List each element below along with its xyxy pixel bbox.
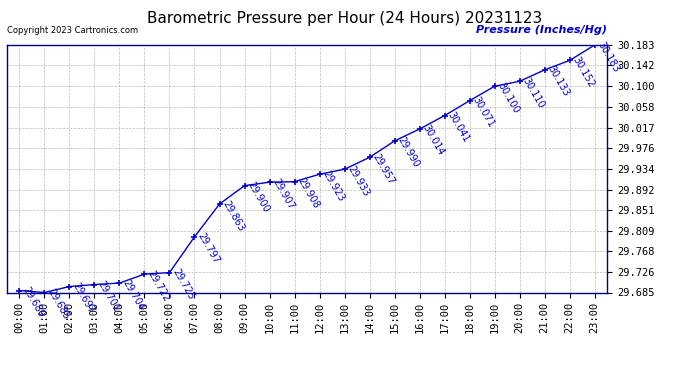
- Text: 29.685: 29.685: [46, 287, 71, 321]
- Text: 29.990: 29.990: [396, 135, 422, 170]
- Text: 29.797: 29.797: [196, 231, 221, 266]
- Text: 30.100: 30.100: [496, 81, 522, 115]
- Text: Pressure (Inches/Hg): Pressure (Inches/Hg): [476, 25, 607, 35]
- Text: 29.722: 29.722: [146, 268, 171, 303]
- Text: 29.697: 29.697: [70, 281, 97, 315]
- Text: 29.704: 29.704: [121, 278, 146, 312]
- Text: 29.957: 29.957: [371, 152, 397, 186]
- Text: 29.908: 29.908: [296, 176, 322, 210]
- Text: 30.110: 30.110: [521, 76, 546, 110]
- Text: 29.933: 29.933: [346, 164, 371, 198]
- Text: 29.923: 29.923: [321, 169, 346, 203]
- Text: 29.689: 29.689: [21, 285, 46, 319]
- Text: 29.725: 29.725: [170, 267, 197, 302]
- Text: 30.152: 30.152: [571, 55, 597, 89]
- Text: 29.701: 29.701: [96, 279, 121, 314]
- Text: Barometric Pressure per Hour (24 Hours) 20231123: Barometric Pressure per Hour (24 Hours) …: [148, 11, 542, 26]
- Text: 30.041: 30.041: [446, 110, 471, 144]
- Text: 30.071: 30.071: [471, 95, 496, 129]
- Text: 30.183: 30.183: [596, 39, 622, 74]
- Text: 30.014: 30.014: [421, 123, 446, 158]
- Text: 29.863: 29.863: [221, 198, 246, 233]
- Text: Copyright 2023 Cartronics.com: Copyright 2023 Cartronics.com: [7, 26, 138, 35]
- Text: 29.900: 29.900: [246, 180, 271, 214]
- Text: 29.907: 29.907: [270, 177, 297, 211]
- Text: 30.133: 30.133: [546, 64, 571, 99]
